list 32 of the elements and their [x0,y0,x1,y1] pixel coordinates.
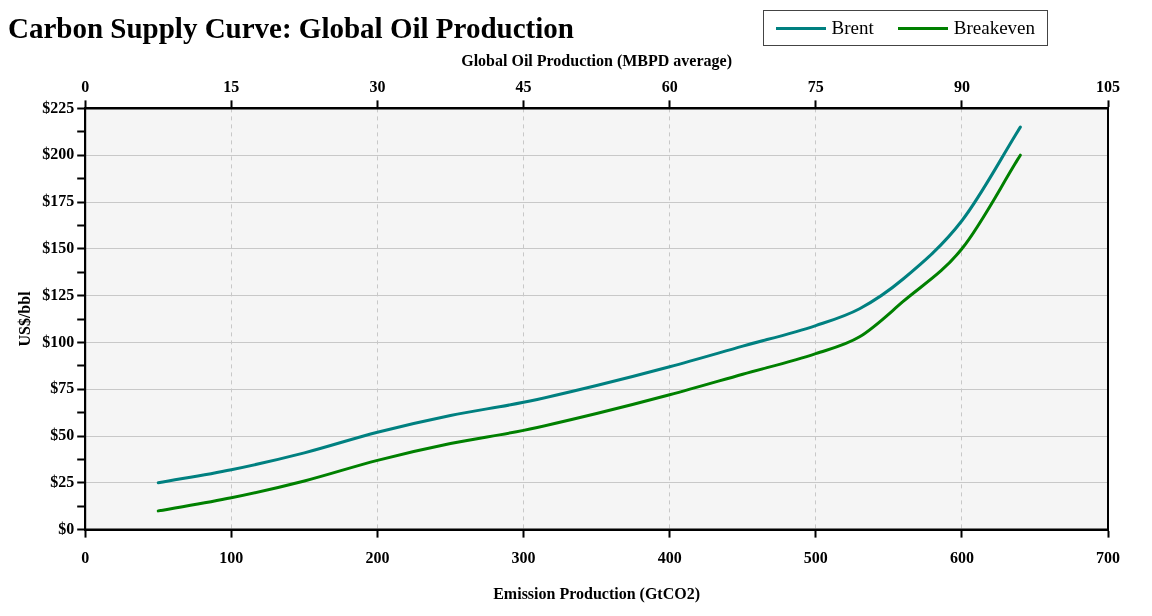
x2-tick-label: 0 [81,77,90,95]
x-tick-label: 200 [365,549,390,567]
x-tick-label: 100 [219,549,244,567]
x-tick-label: 500 [803,549,828,567]
x-tick-label: 700 [1096,549,1120,567]
legend-label: Brent [831,17,874,39]
y-tick-label: $175 [42,192,75,210]
x-tick-label: 600 [949,549,974,567]
x2-tick-label: 60 [661,77,678,95]
x-tick-label: 300 [511,549,536,567]
y-tick-label: $150 [42,238,75,256]
y-tick-label: $75 [50,379,75,397]
x2-tick-label: 105 [1096,77,1120,95]
x2-tick-label: 30 [369,77,386,95]
y-tick-label: $50 [50,426,75,444]
chart-title: Carbon Supply Curve: Global Oil Production [8,11,574,45]
y-tick-label: $125 [42,285,75,303]
x-axis-title: Emission Production (GtCO2) [493,584,701,603]
x2-tick-label: 75 [807,77,824,95]
y-tick-label: $0 [58,519,75,537]
x2-axis-title: Global Oil Production (MBPD average) [461,51,732,70]
x2-tick-label: 90 [953,77,970,95]
y-tick-label: $25 [50,472,75,490]
x2-tick-label: 45 [515,77,532,95]
y-tick-label: $100 [42,332,75,350]
legend-label: Breakeven [953,17,1035,39]
y-axis-title: US$/bbl [15,290,33,347]
y-tick-label: $225 [42,98,75,116]
y-tick-label: $200 [42,145,75,163]
x-tick-label: 0 [81,549,90,567]
x2-tick-label: 15 [223,77,240,95]
x-tick-label: 400 [657,549,682,567]
